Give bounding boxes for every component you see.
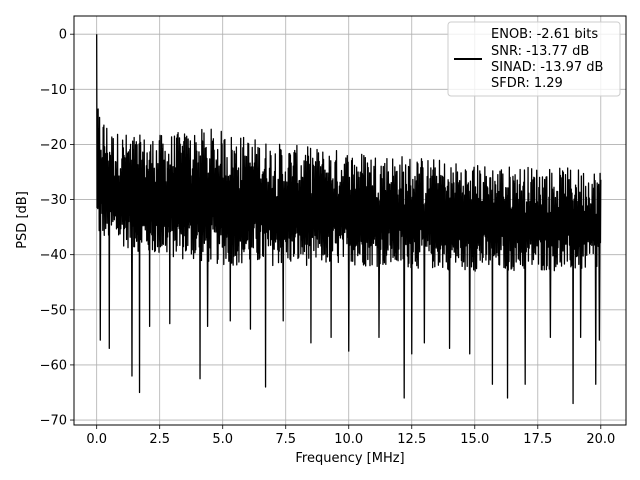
y-tick-label: 0	[59, 28, 67, 43]
x-axis-label: Frequency [MHz]	[295, 451, 404, 466]
series-layer	[96, 34, 602, 405]
legend-sfdr: SFDR: 1.29	[491, 76, 563, 91]
y-tick-label: −10	[40, 83, 67, 98]
legend-sinad: SINAD: -13.97 dB	[491, 60, 603, 75]
x-tick-label: 20.0	[586, 432, 615, 447]
x-ticks: 0.0 2.5 5.0 7.5 10.0 12.5 15.0 17.5 20.0	[86, 425, 615, 447]
x-tick-label: 2.5	[149, 432, 170, 447]
y-ticks: 0 −10 −20 −30 −40 −50 −60 −70	[40, 28, 74, 429]
y-axis-label: PSD [dB]	[15, 191, 30, 249]
x-tick-label: 17.5	[523, 432, 552, 447]
y-tick-label: −30	[40, 193, 67, 208]
x-tick-label: 10.0	[334, 432, 363, 447]
legend: ENOB: -2.61 bits SNR: -13.77 dB SINAD: -…	[447, 21, 621, 97]
x-tick-label: 7.5	[275, 432, 296, 447]
legend-box	[447, 21, 621, 97]
y-tick-label: −40	[40, 248, 67, 263]
legend-enob: ENOB: -2.61 bits	[491, 27, 598, 42]
y-tick-label: −70	[40, 414, 67, 429]
x-tick-label: 12.5	[397, 432, 426, 447]
y-tick-label: −20	[40, 138, 67, 153]
x-tick-label: 0.0	[86, 432, 107, 447]
psd-series-line	[96, 34, 602, 405]
y-tick-label: −50	[40, 303, 67, 318]
plot-frame	[73, 15, 627, 426]
y-tick-label: −60	[40, 358, 67, 373]
x-tick-label: 5.0	[212, 432, 233, 447]
x-tick-label: 15.0	[460, 432, 489, 447]
legend-snr: SNR: -13.77 dB	[491, 44, 589, 59]
